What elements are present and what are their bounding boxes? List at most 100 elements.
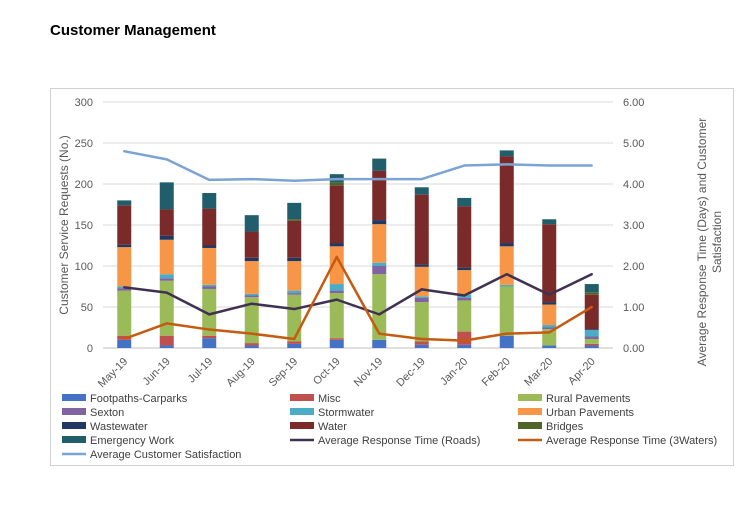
- line-point: [590, 273, 593, 276]
- bar-segment: [244, 297, 259, 344]
- x-tick-label: May-19: [96, 356, 130, 390]
- bar-segment: [117, 339, 132, 348]
- series-line: [123, 255, 593, 342]
- bar-segment: [329, 339, 344, 348]
- legend-swatch: [518, 408, 542, 415]
- bar-segment: [414, 341, 429, 345]
- bar-segment: [244, 215, 259, 232]
- y-tick-label: 100: [75, 261, 93, 273]
- bar-segment: [329, 246, 344, 285]
- line-point: [505, 273, 508, 276]
- bar-segment: [499, 150, 514, 157]
- x-tick-label: Apr-20: [566, 356, 598, 388]
- line-point: [378, 332, 381, 335]
- bar-segment: [117, 290, 132, 336]
- bar-segment: [499, 286, 514, 336]
- bar-segment: [287, 294, 302, 342]
- line-point: [590, 164, 593, 167]
- line-point: [250, 177, 253, 181]
- legend-swatch: [62, 436, 86, 443]
- bar-segment: [202, 193, 217, 209]
- bar-segment: [202, 208, 217, 246]
- line-point: [250, 302, 253, 305]
- line-point: [420, 337, 423, 341]
- bar-segment: [414, 297, 429, 303]
- y-tick-label: 150: [75, 220, 93, 232]
- line-point: [420, 288, 423, 291]
- bar-segment: [202, 288, 217, 336]
- bar-segment: [457, 300, 472, 332]
- bar-segment: [159, 235, 174, 240]
- line-point: [335, 298, 338, 301]
- legend-label: Water: [318, 421, 347, 433]
- x-tick-label: Jul-19: [186, 356, 216, 386]
- line-point: [378, 313, 381, 316]
- y2-tick-label: 0.00: [623, 343, 644, 355]
- line-point: [208, 313, 211, 316]
- y2-axis-title: Average Response Time (Days) and Custome…: [695, 118, 709, 367]
- y-tick-label: 50: [81, 302, 93, 314]
- line-point: [378, 177, 381, 181]
- bar-segment: [542, 345, 557, 348]
- bar-segment: [584, 329, 599, 337]
- bar-segment: [329, 290, 344, 294]
- bar-segment: [159, 345, 174, 348]
- y2-tick-label: 1.00: [623, 302, 644, 314]
- bar-segment: [372, 266, 387, 275]
- bar-segment: [244, 343, 259, 346]
- x-tick-label: Jun-19: [141, 356, 173, 388]
- line-point: [420, 177, 423, 181]
- bar-segment: [584, 294, 599, 330]
- legend-swatch: [62, 394, 86, 401]
- chart-frame: [50, 88, 734, 466]
- bar-segment: [372, 274, 387, 340]
- legend-swatch: [290, 422, 314, 429]
- bar-segment: [117, 247, 132, 287]
- bar-segment: [287, 293, 302, 295]
- bar-segment: [372, 262, 387, 266]
- page-title: Customer Management: [50, 22, 216, 39]
- y2-tick-label: 3.00: [623, 220, 644, 232]
- bar-segment: [159, 335, 174, 346]
- bar-segment: [584, 292, 599, 295]
- bar-segment: [329, 293, 344, 339]
- y-tick-label: 250: [75, 138, 93, 150]
- bar-segment: [584, 338, 599, 344]
- legend-label: Wastewater: [90, 421, 148, 433]
- line-point: [293, 179, 296, 182]
- bar-segment: [457, 270, 472, 295]
- line-point: [463, 164, 466, 167]
- bar-segment: [414, 187, 429, 195]
- bar-segment: [329, 284, 344, 291]
- y2-tick-label: 2.00: [623, 261, 644, 273]
- bar-segment: [457, 344, 472, 348]
- bar-segment: [414, 344, 429, 348]
- bar-segment: [159, 182, 174, 210]
- bar-segment: [372, 170, 387, 221]
- bar-segment: [542, 327, 557, 330]
- x-tick-label: Feb-20: [480, 356, 513, 389]
- bar-segment: [329, 338, 344, 340]
- legend-swatch: [62, 422, 86, 429]
- line-point: [548, 331, 551, 334]
- x-tick-label: Jan-20: [438, 356, 470, 388]
- bar-segment: [287, 290, 302, 294]
- x-tick-label: Aug-19: [224, 356, 258, 390]
- bar-segment: [457, 267, 472, 271]
- line-point: [123, 337, 126, 341]
- legend-swatch: [290, 408, 314, 415]
- bar-segment: [202, 247, 217, 285]
- x-tick-label: Oct-19: [311, 356, 343, 388]
- legend-label: Average Response Time (3Waters): [546, 435, 717, 447]
- legend-label: Average Response Time (Roads): [318, 435, 480, 447]
- x-tick-label: Mar-20: [522, 356, 555, 389]
- bar-segment: [329, 185, 344, 244]
- bar-segment: [287, 343, 302, 348]
- legend-swatch: [62, 408, 86, 415]
- bar-segment: [244, 295, 259, 298]
- bar-segment: [457, 206, 472, 268]
- y2-tick-label: 4.00: [623, 179, 644, 191]
- y-tick-label: 200: [75, 179, 93, 191]
- legend-label: Stormwater: [318, 407, 375, 419]
